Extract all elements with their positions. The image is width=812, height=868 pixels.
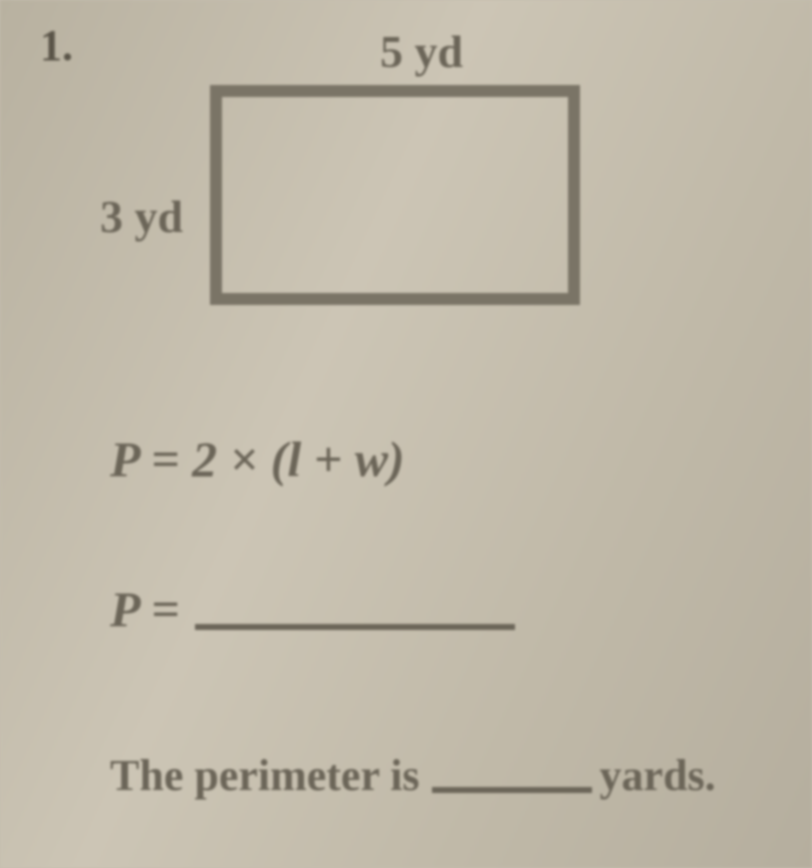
problem-number: 1. <box>40 20 73 71</box>
rectangle-top-dimension-label: 5 yd <box>380 25 463 78</box>
blank-line-formula[interactable] <box>195 624 515 630</box>
sentence-suffix: yards. <box>600 750 716 801</box>
formula-fill-row: P = <box>110 580 515 638</box>
formula-prefix: P = <box>110 580 180 638</box>
blank-line-answer[interactable] <box>432 787 592 793</box>
sentence-prefix: The perimeter is <box>110 750 420 801</box>
rectangle-left-dimension-label: 3 yd <box>100 190 183 243</box>
rectangle-diagram <box>210 85 580 305</box>
formula-text: P = 2 × (l + w) <box>110 431 405 487</box>
answer-sentence-row: The perimeter is yards. <box>110 750 716 801</box>
perimeter-formula: P = 2 × (l + w) <box>110 430 405 488</box>
